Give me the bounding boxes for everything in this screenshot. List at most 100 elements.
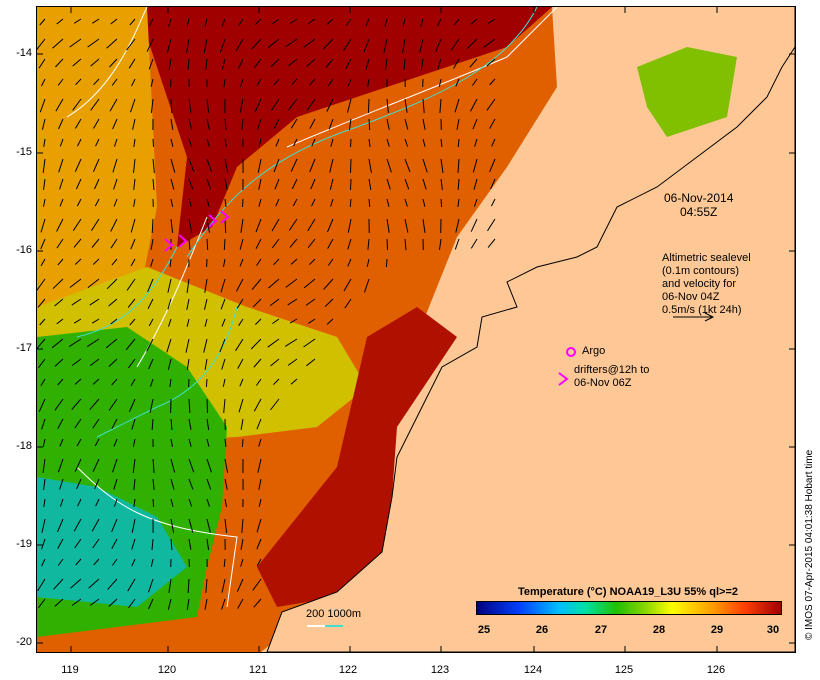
velocity-arrow [106,278,118,290]
velocity-arrow [74,118,82,129]
velocity-arrow [150,378,154,387]
velocity-arrow [41,418,46,430]
velocity-arrow [288,218,298,231]
lat-tick: -16 [16,244,32,256]
velocity-arrow [52,38,64,49]
velocity-arrow [57,558,64,566]
velocity-arrow [133,198,136,207]
drifters-note: drifters@12h to 06-Nov 06Z [574,364,650,389]
velocity-arrow [347,238,352,250]
velocity-arrow [170,138,174,147]
velocity-arrow [365,18,370,27]
velocity-arrow [471,78,478,86]
velocity-arrow [490,178,496,190]
velocity-arrow [325,58,334,68]
lat-tick: -17 [16,342,32,354]
velocity-arrow [221,18,226,27]
velocity-arrow [470,218,478,232]
velocity-arrow [54,598,64,607]
velocity-arrow [167,278,172,293]
velocity-arrow [422,138,426,147]
velocity-arrow [74,538,82,549]
velocity-arrow [89,298,100,306]
velocity-arrow [435,38,442,53]
velocity-arrow [68,338,82,348]
colorbar-tick: 30 [766,624,780,636]
velocity-arrow [206,118,210,130]
velocity-arrow [42,438,46,447]
velocity-arrow [40,78,46,87]
velocity-arrow [113,138,118,147]
velocity-arrow [365,58,370,70]
velocity-arrow [419,38,424,53]
velocity-arrow [92,418,100,429]
velocity-arrow [58,118,64,130]
colorbar-tick: 26 [535,624,549,636]
velocity-arrow [385,58,388,70]
velocity-arrow [131,558,136,567]
velocity-arrow [457,198,460,207]
velocity-arrow [69,38,82,48]
velocity-arrow [490,198,496,207]
drifter-legend-marker [558,372,569,386]
velocity-arrow [131,418,136,430]
velocity-arrow [87,278,100,288]
velocity-arrow [54,298,64,307]
velocity-arrow [267,38,280,49]
velocity-arrow [91,518,100,532]
velocity-arrow [404,238,407,251]
velocity-arrow [469,58,478,68]
velocity-arrow [170,158,176,173]
velocity-arrow [90,218,100,231]
velocity-arrow [186,278,190,293]
velocity-arrow [303,278,316,289]
velocity-arrow [273,118,280,130]
velocity-arrow [59,498,64,507]
velocity-arrow [240,218,244,233]
velocity-arrow [186,298,190,310]
velocity-arrow [131,78,136,87]
velocity-arrow [92,158,100,173]
velocity-arrow [147,278,154,293]
velocity-arrow [133,158,136,173]
velocity-arrow [271,238,280,249]
velocity-arrow [188,518,194,533]
velocity-arrow [127,578,136,592]
velocity-arrow [126,278,136,291]
velocity-arrow [206,478,212,490]
velocity-arrow [306,358,316,367]
velocity-arrow [250,338,262,350]
velocity-arrow [206,458,212,473]
velocity-arrow [235,278,244,292]
velocity-arrow [150,98,154,113]
velocity-arrow [130,98,136,113]
velocity-arrow [386,178,391,190]
velocity-arrow [74,378,82,385]
velocity-arrow [309,258,316,266]
velocity-arrow [73,18,82,24]
velocity-arrow [129,318,136,326]
velocity-arrow [258,198,262,207]
velocity-arrow [253,358,262,368]
velocity-arrow [77,138,82,147]
velocity-arrow [386,118,390,130]
velocity-arrow [37,298,46,308]
velocity-arrow [113,498,118,507]
velocity-arrow [257,118,262,130]
lat-tick: -20 [16,636,32,648]
lat-tick: -19 [16,538,32,550]
velocity-arrow [188,98,192,113]
velocity-arrow [256,538,262,550]
velocity-arrow [113,198,118,207]
velocity-arrow [237,358,244,369]
velocity-arrow [290,118,298,129]
velocity-arrow [40,218,46,233]
velocity-arrow [206,178,211,190]
velocity-arrow [131,518,136,533]
velocity-arrow [386,238,388,251]
velocity-arrow [255,218,262,233]
velocity-arrow [350,158,352,174]
velocity-arrow [205,378,208,388]
velocity-arrow [256,78,262,87]
velocity-arrow [91,238,100,248]
